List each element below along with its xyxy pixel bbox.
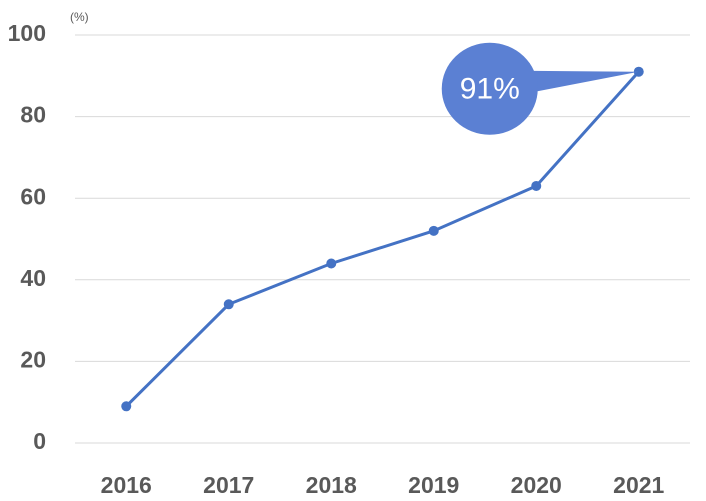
y-unit: (%) [70, 10, 89, 24]
x-tick-label: 2018 [306, 472, 357, 498]
y-tick-label: 100 [8, 20, 46, 46]
callout-pointer [519, 70, 639, 93]
x-tick-label: 2021 [613, 472, 664, 498]
line [125, 70, 640, 408]
y-tick-label: 40 [20, 265, 46, 291]
point [428, 225, 439, 236]
x-tick-label: 2019 [408, 472, 459, 498]
y-tick-label: 0 [33, 428, 46, 454]
point [223, 299, 234, 310]
y-tick-label: 20 [20, 346, 46, 372]
x-tick-label: 2020 [511, 472, 562, 498]
callout-bubble [441, 42, 538, 135]
y-tick-label: 60 [20, 183, 46, 209]
point [326, 258, 337, 269]
point [531, 180, 542, 191]
data-label: 91% [460, 73, 520, 106]
x-tick-label: 2016 [101, 472, 152, 498]
point [121, 401, 132, 412]
y-tick-label: 80 [20, 102, 46, 128]
x-tick-label: 2017 [203, 472, 254, 498]
